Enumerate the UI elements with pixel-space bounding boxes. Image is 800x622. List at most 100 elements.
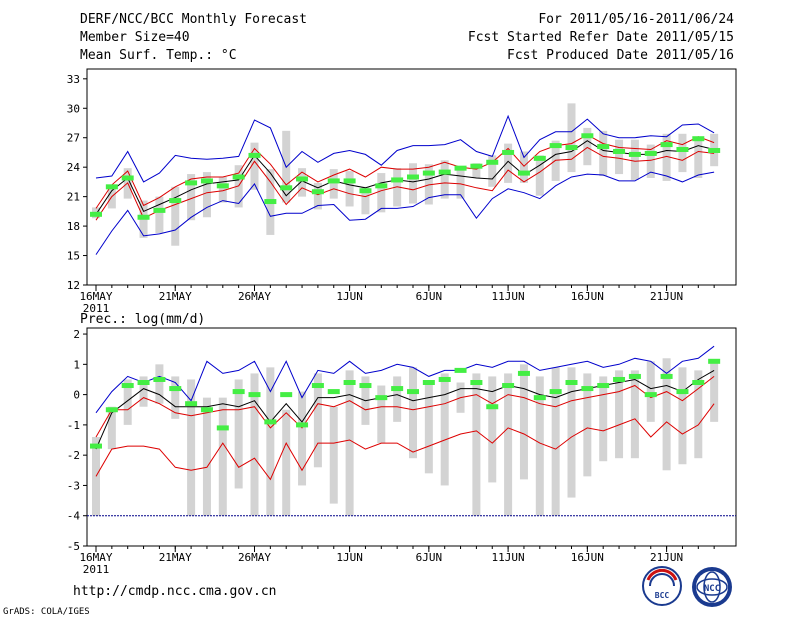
prec-ytick-label: -5 [67, 540, 80, 553]
prec-upper-blue-line [95, 345, 715, 414]
fcst-produced-date: Fcst Produced Date 2011/05/16 [507, 48, 734, 63]
prec-xtick-label: 1JUN [336, 551, 363, 564]
temp-ytick-label: 12 [67, 279, 80, 292]
prec-range-bar [615, 370, 624, 459]
prec-marker [502, 383, 515, 389]
prec-lower-red-line [95, 403, 715, 481]
prec-marker [708, 358, 721, 364]
temp-marker [264, 199, 277, 205]
prec-marker [200, 407, 213, 413]
prec-range-bar [662, 358, 671, 471]
temp-range-bar [535, 155, 544, 196]
prec-marker [454, 367, 467, 373]
temp-range-bar [630, 139, 639, 180]
prec-marker [613, 376, 626, 382]
temp-year-label: 2011 [83, 302, 110, 315]
prec-marker [121, 383, 134, 389]
prec-marker [597, 383, 610, 389]
prec-range-bar [519, 364, 528, 480]
temp-range-bar [187, 174, 196, 221]
prec-range-bar [123, 379, 132, 425]
temp-marker [343, 178, 356, 184]
temp-range-bar [504, 143, 513, 183]
prec-marker [169, 386, 182, 392]
prec-marker [676, 389, 689, 395]
prec-marker [422, 380, 435, 385]
prec-range-bar [155, 364, 164, 404]
prec-range-bar [266, 367, 275, 516]
temp-marker [565, 145, 578, 151]
temp-range-bar [472, 163, 481, 178]
prec-ytick-label: -1 [67, 419, 80, 432]
prec-ytick-label: -4 [67, 510, 81, 523]
temp-range-bar [202, 172, 211, 218]
temp-marker [407, 174, 419, 180]
prec-marker [533, 395, 546, 401]
temp-marker [549, 143, 562, 149]
prec-marker [628, 373, 641, 379]
temp-marker [438, 169, 451, 175]
prec-marker [185, 401, 198, 407]
member-size-label: Member Size=40 [80, 30, 190, 45]
temp-xtick-label: 21JUN [650, 290, 683, 303]
prec-ytick-label: 1 [73, 358, 80, 371]
prec-xtick-label: 21MAY [159, 551, 192, 564]
temp-marker [105, 184, 118, 190]
prec-marker [692, 380, 705, 385]
prec-range-bar [424, 382, 433, 474]
temp-ytick-label: 21 [67, 191, 80, 204]
temp-range-bar [599, 130, 608, 177]
temp-range-bar [345, 171, 354, 207]
temp-marker [216, 183, 229, 189]
temp-xtick-label: 16JUN [571, 290, 604, 303]
temperature-panel: 12 15 18 21 24 27 30 33 16MAY 21MAY 26MAY 1JUN 6JUN 1… [67, 68, 737, 315]
prec-range-bar [583, 373, 592, 477]
temp-marker [502, 149, 515, 155]
prec-marker [644, 392, 657, 398]
prec-range-bar [202, 397, 211, 516]
temp-range-bar [694, 139, 703, 178]
prec-marker [232, 389, 245, 395]
temp-range-bar [361, 186, 370, 215]
temp-range-bar [567, 103, 576, 173]
temp-range-bar [313, 182, 322, 210]
prec-ytick-label: -2 [67, 449, 80, 462]
temp-range-bar [409, 163, 417, 204]
temp-marker [327, 178, 340, 184]
temp-marker [708, 147, 721, 153]
temp-range-bar [519, 151, 528, 183]
temp-marker [676, 147, 689, 153]
prec-range-bar [630, 370, 639, 459]
bcc-logo-text: BCC [655, 591, 670, 600]
ncc-logo-text: NCC [704, 584, 720, 594]
temp-marker [533, 155, 546, 161]
prec-marker [438, 376, 451, 382]
prec-ytick-label: 0 [73, 389, 80, 402]
prec-range-bar [488, 376, 497, 483]
variable-label: Mean Surf. Temp.: °C [80, 48, 237, 63]
prec-upper-red-line [95, 376, 715, 438]
temp-ytick-label: 24 [67, 161, 81, 174]
prec-marker [343, 380, 356, 385]
ncc-logo: NCC [692, 567, 732, 607]
prec-marker [391, 386, 404, 392]
prec-range-bar [472, 373, 481, 516]
temp-marker [90, 211, 102, 217]
prec-range-bar [535, 376, 544, 516]
prec-range-bar [599, 376, 608, 462]
prec-range-bar [282, 409, 291, 516]
temp-xtick-label: 26MAY [238, 290, 271, 303]
temp-range-bar [440, 160, 449, 199]
temp-marker [422, 170, 435, 176]
prec-marker [311, 383, 324, 389]
fcst-started-date: Fcst Started Refer Date 2011/05/15 [468, 30, 734, 45]
temp-marker [454, 165, 467, 171]
temp-upper-blue-line [95, 114, 715, 183]
temp-marker [232, 174, 245, 180]
temp-marker [169, 198, 182, 204]
prec-marker [137, 380, 150, 385]
temp-ytick-label: 30 [67, 102, 80, 115]
temp-ytick-label: 15 [67, 250, 80, 263]
prec-xtick-label: 6JUN [416, 551, 443, 564]
